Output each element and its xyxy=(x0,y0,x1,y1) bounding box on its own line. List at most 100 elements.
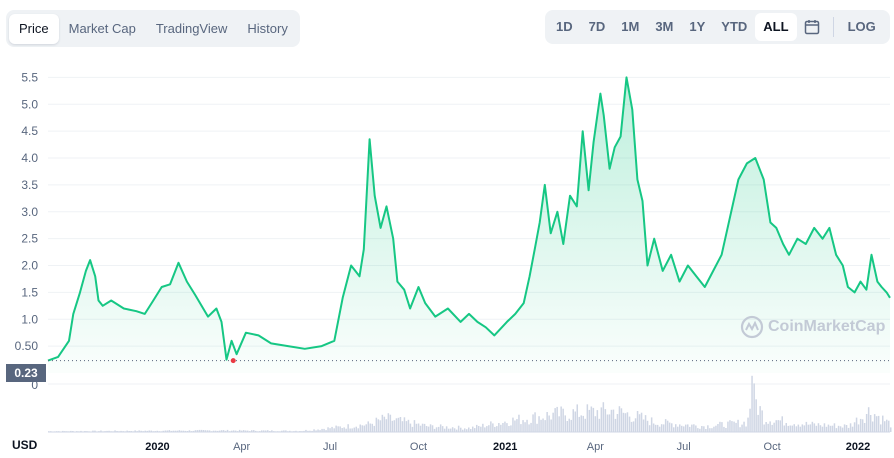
volume-bar xyxy=(588,409,591,432)
volume-bar xyxy=(242,430,245,432)
volume-bar xyxy=(224,430,227,432)
volume-bar xyxy=(206,430,209,432)
volume-bar xyxy=(349,428,351,432)
volume-bar xyxy=(496,426,498,432)
volume-bar xyxy=(226,429,229,432)
volume-bar xyxy=(614,418,617,432)
volume-bar xyxy=(715,425,717,432)
volume-bar xyxy=(431,425,434,432)
volume-bar xyxy=(681,425,683,432)
range-1d-button[interactable]: 1D xyxy=(556,19,573,34)
volume-bar xyxy=(472,426,474,432)
volume-bar xyxy=(359,424,361,432)
volume-bar xyxy=(130,431,132,432)
tab-history[interactable]: History xyxy=(247,20,288,36)
volume-bar xyxy=(813,423,816,432)
volume-bar xyxy=(689,426,691,432)
range-ytd-button[interactable]: YTD xyxy=(721,19,748,34)
volume-bar xyxy=(445,426,448,432)
volume-bar xyxy=(409,423,412,432)
volume-bar xyxy=(337,426,339,432)
volume-bar xyxy=(267,430,269,432)
tab-tradingview[interactable]: TradingView xyxy=(155,20,228,36)
volume-bar xyxy=(777,420,779,432)
volume-bar xyxy=(739,427,741,432)
volume-bar xyxy=(144,430,146,432)
volume-bar xyxy=(721,422,723,432)
volume-bar xyxy=(807,424,810,432)
volume-bar xyxy=(552,412,554,432)
volume-bar xyxy=(417,423,420,432)
y-tick-label: 5.5 xyxy=(21,70,38,84)
volume-bar xyxy=(116,431,118,432)
volume-bar xyxy=(174,430,177,432)
volume-bar xyxy=(829,425,832,432)
volume-bar xyxy=(558,416,560,432)
volume-bar xyxy=(68,431,70,432)
volume-bar xyxy=(869,415,872,432)
volume-bar xyxy=(293,431,295,432)
volume-bar xyxy=(789,425,791,432)
volume-bar xyxy=(172,430,175,432)
x-tick-label: Jul xyxy=(323,441,337,453)
volume-bar xyxy=(480,426,482,432)
volume-bar xyxy=(447,428,450,432)
volume-bar xyxy=(512,417,514,432)
range-1m-button[interactable]: 1M xyxy=(621,19,640,34)
range-1y-button[interactable]: 1Y xyxy=(689,19,706,34)
volume-bar xyxy=(500,424,502,432)
volume-bar xyxy=(156,430,158,432)
volume-bars xyxy=(48,375,892,432)
volume-bar xyxy=(62,430,64,432)
volume-bar xyxy=(751,375,753,432)
volume-bar xyxy=(218,430,221,432)
volume-bar xyxy=(831,425,834,432)
volume-bar xyxy=(719,421,721,432)
volume-bar xyxy=(240,430,243,432)
volume-bar xyxy=(518,414,520,432)
volume-bar xyxy=(232,430,235,432)
volume-bar xyxy=(439,424,442,432)
volume-bar xyxy=(341,428,343,432)
volume-bar xyxy=(576,404,578,432)
volume-bar xyxy=(108,430,110,432)
volume-bar xyxy=(238,429,241,432)
tab-market-cap[interactable]: Market Cap xyxy=(68,20,136,36)
volume-bar xyxy=(875,416,878,432)
volume-bar xyxy=(200,429,203,432)
volume-bar xyxy=(148,430,150,432)
calendar-icon[interactable] xyxy=(797,13,827,41)
volume-bar xyxy=(508,426,510,432)
volume-bar xyxy=(405,421,408,432)
volume-bar xyxy=(865,414,868,432)
volume-bar xyxy=(331,426,333,432)
volume-bar xyxy=(379,420,382,432)
range-7d-button[interactable]: 7D xyxy=(588,19,606,34)
volume-bar xyxy=(333,428,335,432)
range-3m-button[interactable]: 3M xyxy=(655,19,674,34)
volume-bar xyxy=(743,421,745,432)
volume-bar xyxy=(823,423,826,432)
volume-bar xyxy=(699,428,701,432)
volume-bar xyxy=(516,419,518,432)
volume-bar xyxy=(797,424,800,432)
volume-bar xyxy=(598,418,601,432)
log-scale-button[interactable]: LOG xyxy=(847,19,876,34)
volume-bar xyxy=(640,412,643,432)
volume-bar xyxy=(255,430,257,432)
volume-bar xyxy=(194,430,197,432)
volume-bar xyxy=(457,425,460,432)
volume-bar xyxy=(863,423,866,432)
volume-bar xyxy=(520,424,522,432)
range-all-button[interactable]: ALL xyxy=(755,13,797,41)
volume-bar xyxy=(355,426,357,432)
volume-bar xyxy=(564,415,566,432)
volume-bar xyxy=(86,431,88,432)
volume-bar xyxy=(142,431,144,432)
x-tick-label: 2022 xyxy=(846,441,870,453)
volume-bar xyxy=(265,430,267,432)
volume-bar xyxy=(464,428,466,432)
volume-bar xyxy=(321,428,323,432)
tab-price[interactable]: Price xyxy=(9,13,59,44)
